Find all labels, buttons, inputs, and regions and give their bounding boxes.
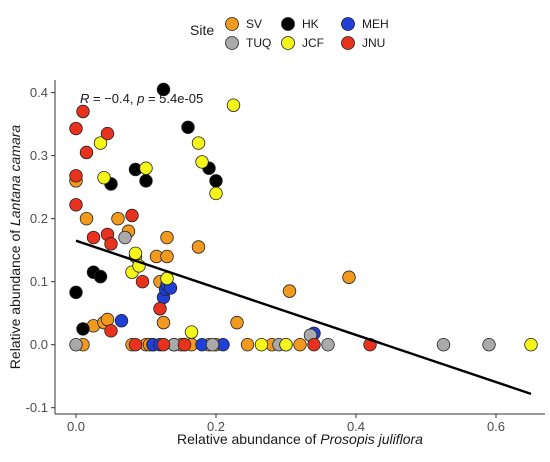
legend-key-tuq bbox=[225, 36, 239, 50]
correlation-annotation: R = −0.4, p = 5.4e-05 bbox=[80, 91, 203, 106]
legend-key-hk bbox=[281, 17, 295, 31]
legend-label-jnu: JNU bbox=[362, 36, 385, 50]
legend-key-sv bbox=[225, 17, 239, 31]
point-sv bbox=[79, 211, 94, 226]
legend-key-jnu bbox=[341, 36, 355, 50]
y-tick-label: 0.0 bbox=[30, 337, 48, 352]
y-ticks: -0.1 0.0 0.1 0.2 0.3 0.4 bbox=[26, 85, 55, 415]
y-axis-title: Relative abundance of Lantana camara bbox=[7, 125, 23, 370]
point-jcf bbox=[139, 161, 153, 175]
point-jcf bbox=[93, 136, 108, 150]
point-tuq bbox=[436, 337, 451, 352]
point-tuq bbox=[118, 230, 132, 245]
point-jnu bbox=[135, 274, 150, 289]
point-jcf bbox=[184, 325, 199, 339]
legend-label-hk: HK bbox=[302, 17, 319, 31]
legend: Site SV HK MEH TUQ JCF JNU bbox=[190, 17, 389, 50]
point-sv bbox=[293, 337, 307, 352]
regression bbox=[75, 239, 532, 395]
point-jnu bbox=[69, 121, 83, 136]
x-axis-title: Relative abundance of Prosopis juliflora bbox=[177, 431, 423, 447]
point-sv bbox=[342, 270, 356, 284]
point-sv bbox=[111, 211, 125, 226]
point-jnu bbox=[100, 126, 115, 141]
point-tuq bbox=[69, 337, 83, 352]
point-jnu bbox=[128, 337, 143, 352]
point-hk bbox=[93, 269, 108, 284]
point-sv bbox=[100, 312, 115, 327]
point-sv bbox=[282, 284, 297, 298]
point-jnu bbox=[79, 145, 94, 160]
y-tick-label: 0.3 bbox=[30, 148, 48, 163]
point-jnu bbox=[86, 230, 101, 245]
x-tick-label: 0.2 bbox=[207, 419, 225, 434]
point-jnu bbox=[69, 169, 83, 183]
legend-label-jcf: JCF bbox=[302, 36, 324, 50]
legend-key-jcf bbox=[281, 36, 295, 50]
point-jnu bbox=[104, 324, 118, 338]
y-tick-label: 0.4 bbox=[30, 85, 48, 100]
point-tuq bbox=[482, 337, 496, 352]
point-jcf bbox=[97, 170, 111, 185]
x-tick-label: 0.6 bbox=[487, 419, 505, 434]
point-jnu bbox=[156, 337, 171, 352]
point-meh bbox=[114, 314, 129, 328]
point-hk bbox=[156, 82, 171, 97]
point-jcf bbox=[524, 337, 538, 352]
point-hk bbox=[76, 322, 90, 336]
point-tuq bbox=[321, 337, 335, 352]
point-jnu bbox=[177, 337, 192, 352]
x-ticks: 0.0 0.2 0.4 0.6 bbox=[67, 414, 505, 434]
point-tuq bbox=[205, 337, 220, 352]
legend-label-tuq: TUQ bbox=[246, 36, 271, 50]
point-jnu bbox=[125, 208, 139, 223]
x-tick-label: 0.0 bbox=[67, 419, 85, 434]
point-sv bbox=[191, 240, 206, 254]
point-jnu bbox=[307, 337, 321, 352]
point-jcf bbox=[226, 98, 241, 112]
data-points bbox=[69, 82, 538, 352]
point-sv bbox=[160, 249, 174, 264]
legend-label-meh: MEH bbox=[362, 17, 389, 31]
y-tick-label: 0.1 bbox=[30, 274, 48, 289]
point-sv bbox=[240, 337, 255, 352]
point-sv bbox=[230, 315, 244, 330]
legend-label-sv: SV bbox=[246, 17, 262, 31]
regression-line bbox=[75, 239, 532, 395]
point-sv bbox=[160, 230, 174, 245]
legend-title: Site bbox=[190, 22, 214, 38]
point-jcf bbox=[209, 186, 223, 201]
point-jcf bbox=[128, 246, 143, 261]
point-jcf bbox=[254, 337, 269, 352]
point-jnu bbox=[76, 104, 90, 119]
x-tick-label: 0.4 bbox=[347, 419, 365, 434]
point-jcf bbox=[191, 136, 206, 150]
point-hk bbox=[139, 174, 153, 188]
point-jcf bbox=[160, 271, 174, 286]
point-hk bbox=[181, 120, 195, 134]
point-jnu bbox=[153, 302, 167, 316]
point-jcf bbox=[279, 337, 293, 352]
point-hk bbox=[69, 285, 83, 300]
point-sv bbox=[156, 315, 171, 330]
point-jnu bbox=[104, 237, 118, 251]
y-tick-label: 0.2 bbox=[30, 211, 48, 226]
point-hk bbox=[209, 174, 223, 188]
y-tick-label: -0.1 bbox=[26, 400, 48, 415]
point-jcf bbox=[195, 155, 209, 169]
point-jnu bbox=[69, 198, 83, 212]
legend-key-meh bbox=[341, 17, 355, 31]
